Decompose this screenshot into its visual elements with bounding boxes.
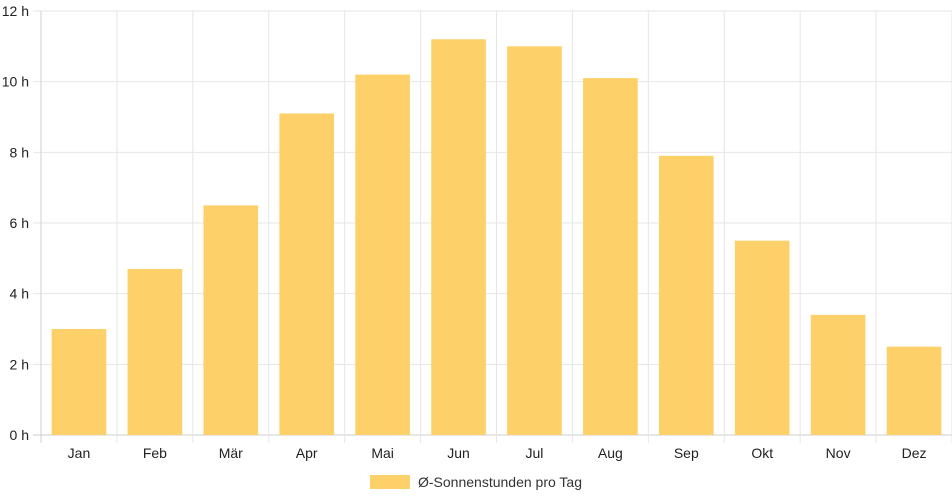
bar: [583, 78, 638, 435]
x-tick-label: Jun: [447, 445, 470, 461]
x-tick-label: Mai: [371, 445, 394, 461]
y-tick-label: 8 h: [10, 144, 29, 160]
bar: [355, 74, 410, 435]
bar: [886, 346, 942, 435]
y-tick-label: 10 h: [2, 74, 29, 90]
bar: [658, 155, 714, 435]
bar: [734, 240, 790, 435]
x-tick-label: Aug: [598, 445, 623, 461]
bar: [51, 329, 107, 435]
legend-swatch: [370, 475, 410, 489]
x-tick-label: Apr: [296, 445, 318, 461]
bar: [810, 314, 866, 435]
bar: [203, 205, 259, 435]
x-axis-ticks: Jan Feb Mär Apr Mai Jun Jul Aug Sep Okt Nov Dez: [68, 445, 927, 461]
bar: [431, 39, 486, 436]
y-tick-label: 4 h: [10, 286, 29, 302]
bar: [279, 113, 335, 435]
x-tick-label: Jan: [68, 445, 91, 461]
x-tick-label: Nov: [826, 445, 851, 461]
legend[interactable]: Ø-Sonnenstunden pro Tag: [370, 472, 582, 492]
grid: [33, 10, 952, 443]
y-tick-label: 6 h: [10, 215, 29, 231]
legend-label: Ø-Sonnenstunden pro Tag: [418, 474, 582, 490]
bar: [127, 268, 183, 435]
x-tick-label: Jul: [526, 445, 544, 461]
y-tick-label: 12 h: [2, 3, 29, 19]
x-tick-label: Mär: [219, 445, 243, 461]
x-tick-label: Okt: [751, 445, 773, 461]
x-tick-label: Dez: [902, 445, 927, 461]
y-axis-ticks: 0 h 2 h 4 h 6 h 8 h 10 h 12 h: [2, 3, 29, 443]
bar: [507, 46, 562, 435]
x-tick-label: Sep: [674, 445, 699, 461]
y-tick-label: 2 h: [10, 356, 29, 372]
y-tick-label: 0 h: [10, 427, 29, 443]
x-tick-label: Feb: [143, 445, 167, 461]
bars: [51, 39, 942, 436]
